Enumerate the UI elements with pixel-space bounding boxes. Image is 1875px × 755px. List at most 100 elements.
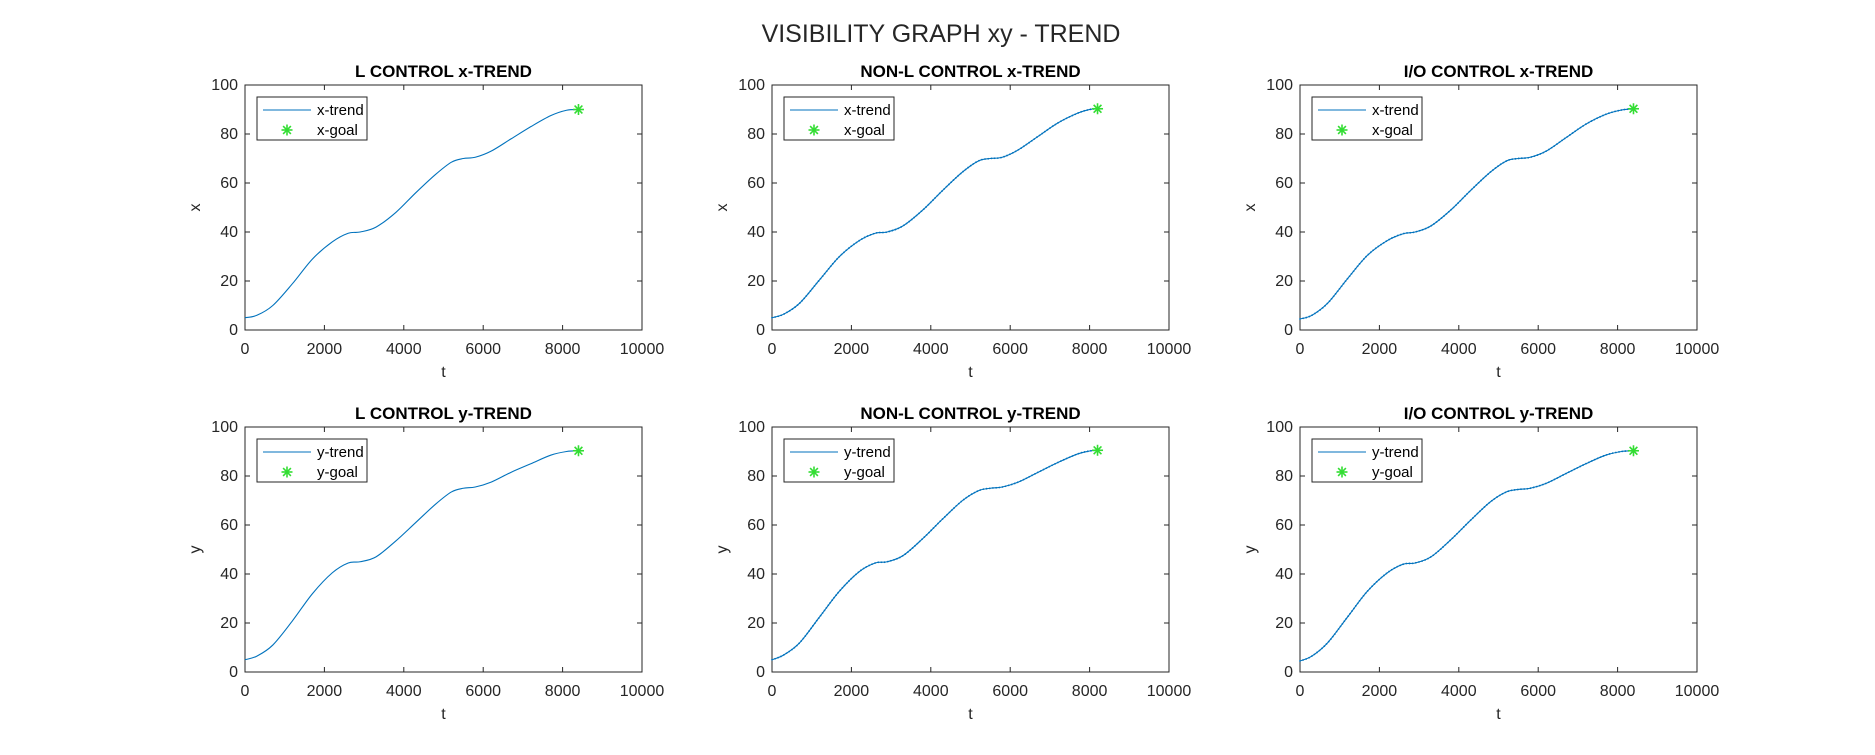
- series-dot: [836, 258, 838, 260]
- series-dot: [967, 166, 969, 169]
- series-dot: [1080, 110, 1083, 113]
- series-dot: [1585, 462, 1587, 465]
- series-dot: [965, 496, 968, 499]
- x-tick-label: 6000: [465, 683, 501, 700]
- x-tick-label: 0: [768, 683, 777, 700]
- y-axis-label: y: [187, 546, 204, 554]
- series-dot: [1007, 484, 1010, 487]
- series-dot: [790, 648, 793, 651]
- series-dot: [959, 172, 962, 175]
- x-tick-label: 2000: [307, 683, 343, 700]
- series-dot: [1432, 554, 1435, 557]
- series-dot: [1418, 561, 1420, 563]
- series-dot: [1396, 565, 1399, 568]
- series-dot: [976, 490, 979, 493]
- series-dot: [1567, 471, 1570, 474]
- series-dot: [1596, 117, 1599, 120]
- series-dot: [1559, 475, 1562, 478]
- series-dot: [1561, 139, 1563, 142]
- series-dot: [1341, 622, 1344, 625]
- series-dot: [950, 509, 953, 512]
- series-dot: [911, 547, 914, 549]
- x-tick-label: 8000: [1600, 683, 1636, 700]
- series-dot: [1535, 485, 1538, 488]
- series-dot: [1393, 235, 1396, 238]
- series-dot: [1576, 466, 1579, 469]
- series-dot: [1003, 155, 1005, 158]
- series-dot: [1408, 562, 1411, 565]
- series-dot: [988, 487, 991, 490]
- series-dot: [1060, 120, 1062, 123]
- series-dot: [1339, 625, 1342, 628]
- series-dot: [1305, 658, 1307, 660]
- x-axis-label: t: [968, 706, 973, 723]
- series-dot: [1041, 132, 1044, 135]
- series-dot: [1442, 546, 1444, 548]
- series-dot: [1329, 638, 1332, 641]
- series-dot: [877, 561, 880, 564]
- series-dot: [827, 267, 830, 270]
- series-dot: [1621, 450, 1624, 453]
- subplot-1: L CONTROL x-TREND 0 2000 4000 6000 8000 10000 0…: [187, 62, 664, 381]
- series-dot: [1447, 210, 1450, 213]
- series-dot: [923, 536, 926, 538]
- series-dot: [975, 161, 977, 164]
- series-dot: [1034, 472, 1036, 475]
- series-dot: [1351, 610, 1353, 612]
- series-dot: [1474, 514, 1477, 517]
- series-dot: [1614, 451, 1617, 454]
- series-dot: [1396, 234, 1399, 237]
- x-tick-label: 0: [241, 341, 250, 358]
- series-dot: [1369, 587, 1371, 590]
- x-tick-label: 10000: [1147, 683, 1192, 700]
- y-tick-label: 80: [747, 126, 765, 143]
- series-dot: [1399, 233, 1402, 236]
- y-tick-label: 60: [220, 175, 238, 192]
- series-dot: [1513, 489, 1516, 491]
- x-tick-label: 4000: [1441, 683, 1477, 700]
- series-dot: [921, 538, 923, 541]
- series-dot: [1054, 123, 1057, 126]
- series-dot: [785, 652, 788, 655]
- series-dot: [845, 582, 848, 585]
- series-dot: [794, 306, 796, 309]
- series-dot: [1374, 247, 1377, 250]
- series-dot: [1571, 132, 1574, 134]
- series-dot: [1354, 605, 1357, 607]
- series-dot: [1482, 177, 1485, 180]
- series-dot: [950, 181, 953, 184]
- series-dot: [882, 231, 884, 234]
- series-dot: [819, 614, 822, 617]
- series-dot: [798, 642, 800, 645]
- series-dot: [1068, 115, 1071, 118]
- series-dot: [1038, 134, 1041, 137]
- series-dot: [939, 520, 942, 523]
- series-dot: [1527, 156, 1530, 159]
- series-dot: [1458, 530, 1461, 533]
- series-dot: [962, 170, 964, 173]
- series-dot: [774, 316, 777, 318]
- legend-entry: y-goal: [1372, 464, 1413, 481]
- series-dot: [1599, 115, 1601, 118]
- series-dot: [821, 612, 824, 614]
- legend-marker-swatch: [281, 124, 293, 136]
- series-dot: [1545, 150, 1548, 153]
- goal-marker-y-goal: [572, 445, 584, 457]
- y-tick-label: 20: [220, 615, 238, 632]
- series-dot: [1465, 523, 1467, 526]
- series-dot: [817, 617, 820, 620]
- series-dot: [1459, 199, 1462, 202]
- series-dot: [1556, 477, 1559, 479]
- series-dot: [813, 622, 816, 625]
- series-dot: [954, 176, 957, 179]
- series-dot: [815, 282, 818, 285]
- series-dot: [1599, 456, 1602, 459]
- series-dot: [798, 302, 801, 304]
- series-dot: [1380, 576, 1383, 579]
- legend-marker-swatch-stroke: [1337, 125, 1347, 135]
- series-dot: [1433, 223, 1435, 225]
- series-dot: [1484, 175, 1487, 178]
- legend-entry: y-trend: [844, 444, 891, 461]
- series-dot: [1569, 134, 1571, 136]
- y-tick-label: 80: [1275, 468, 1293, 485]
